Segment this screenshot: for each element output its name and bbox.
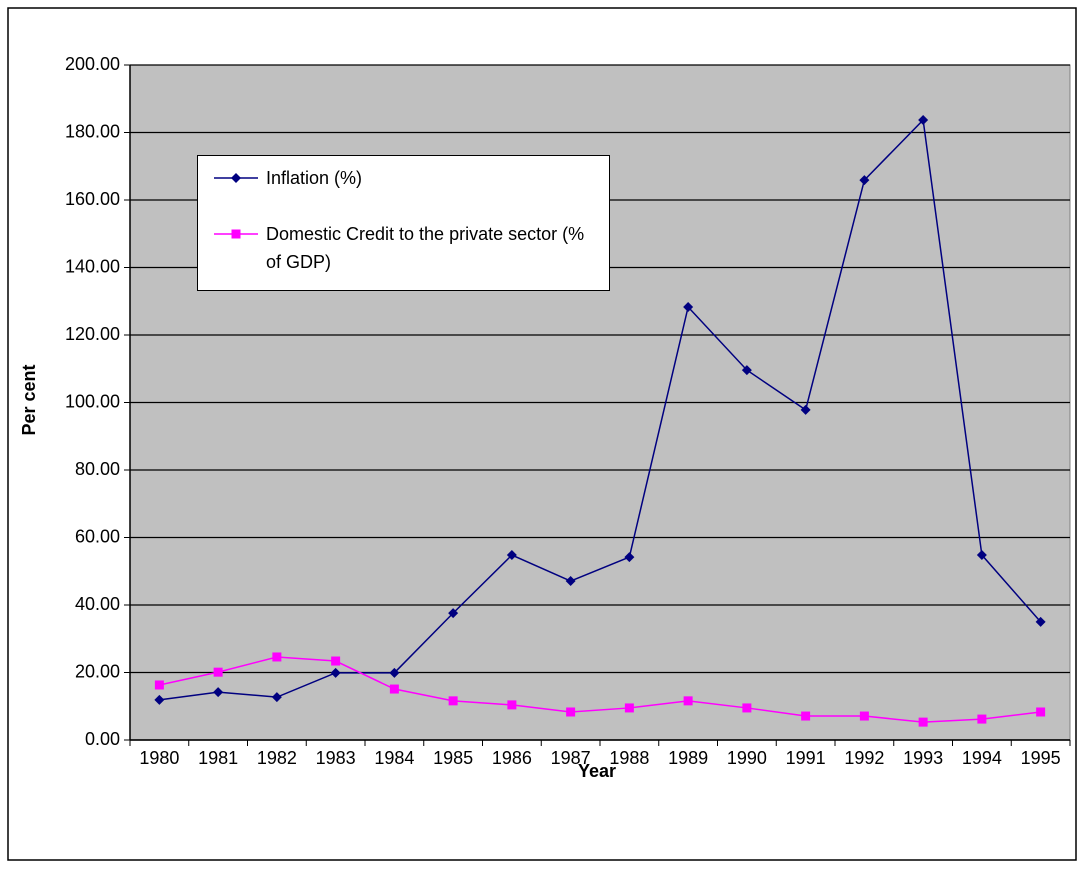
x-tick-label: 1985 (433, 748, 473, 768)
y-tick-label: 100.00 (65, 391, 120, 411)
x-tick-label: 1994 (962, 748, 1002, 768)
marker (272, 652, 282, 662)
x-tick-label: 1983 (316, 748, 356, 768)
marker (1036, 707, 1046, 717)
x-tick-label: 1988 (609, 748, 649, 768)
marker (918, 717, 928, 727)
marker (742, 703, 752, 713)
x-axis-title: Year (578, 761, 616, 781)
y-tick-label: 160.00 (65, 189, 120, 209)
marker (389, 684, 399, 694)
marker (800, 404, 811, 415)
marker (154, 680, 164, 690)
marker (330, 667, 341, 678)
marker (1035, 616, 1046, 627)
marker (741, 365, 752, 376)
legend-label: Domestic Credit to the private sector (%… (266, 224, 585, 272)
x-tick-label: 1991 (786, 748, 826, 768)
marker (565, 576, 576, 587)
marker (977, 714, 987, 724)
marker (918, 115, 929, 126)
marker (566, 707, 576, 717)
marker (213, 687, 224, 698)
marker (231, 173, 241, 183)
marker (231, 229, 241, 239)
x-tick-label: 1986 (492, 748, 532, 768)
y-tick-label: 200.00 (65, 54, 120, 74)
x-tick-label: 1989 (668, 748, 708, 768)
x-tick-label: 1987 (551, 748, 591, 768)
y-axis-title: Per cent (19, 364, 39, 435)
marker (683, 696, 693, 706)
marker (331, 656, 341, 666)
y-tick-label: 60.00 (75, 526, 120, 546)
legend-entry: Inflation (%) (206, 168, 586, 192)
legend-swatch (214, 229, 258, 239)
x-tick-label: 1992 (844, 748, 884, 768)
marker (624, 552, 635, 563)
marker (859, 711, 869, 721)
y-tick-label: 80.00 (75, 459, 120, 479)
y-tick-label: 0.00 (85, 729, 120, 749)
marker (213, 667, 223, 677)
y-tick-label: 140.00 (65, 256, 120, 276)
legend-label: Inflation (%) (266, 168, 363, 188)
x-tick-label: 1982 (257, 748, 297, 768)
marker (507, 700, 517, 710)
x-tick-label: 1993 (903, 748, 943, 768)
marker (448, 696, 458, 706)
x-tick-label: 1990 (727, 748, 767, 768)
marker (448, 608, 459, 619)
marker (683, 301, 694, 312)
x-tick-label: 1984 (374, 748, 414, 768)
marker (859, 175, 870, 186)
x-tick-label: 1995 (1021, 748, 1061, 768)
series-line (159, 656, 1041, 723)
marker (389, 667, 400, 678)
y-tick-label: 20.00 (75, 661, 120, 681)
legend: Inflation (%) Domestic Credit to the priv… (197, 155, 610, 291)
x-tick-label: 1981 (198, 748, 238, 768)
marker (624, 703, 634, 713)
legend-entry: Domestic Credit to the private sector (%… (206, 224, 586, 276)
x-tick-label: 1980 (139, 748, 179, 768)
y-tick-label: 40.00 (75, 594, 120, 614)
y-tick-label: 180.00 (65, 121, 120, 141)
marker (976, 550, 987, 561)
marker (506, 550, 517, 561)
series-line (159, 118, 1042, 701)
legend-swatch (214, 173, 258, 183)
marker (154, 694, 165, 705)
y-tick-label: 120.00 (65, 324, 120, 344)
marker (271, 692, 282, 703)
marker (801, 711, 811, 721)
